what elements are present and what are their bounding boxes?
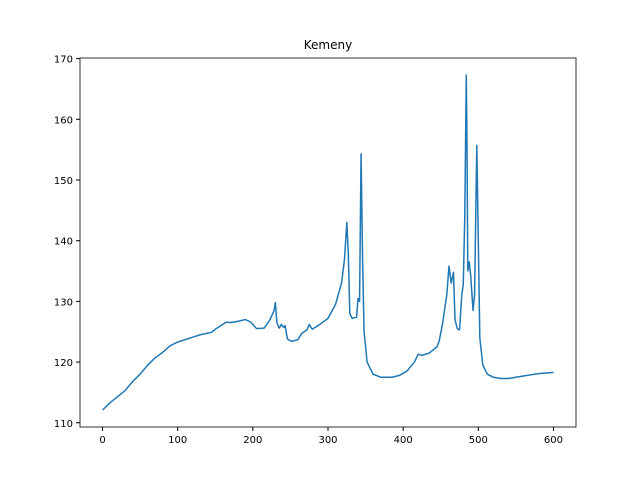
x-tick-label: 200 [243, 435, 262, 446]
y-tick-label: 170 [54, 55, 73, 66]
x-tick-label: 400 [394, 435, 413, 446]
data-line [102, 74, 554, 411]
chart-title: Kemeny [304, 38, 352, 52]
y-tick-label: 150 [54, 176, 73, 187]
y-tick-label: 160 [54, 115, 73, 126]
x-tick-label: 300 [318, 435, 337, 446]
x-tick-label: 500 [469, 435, 488, 446]
plot-frame [79, 57, 577, 428]
y-tick-label: 120 [54, 358, 73, 369]
x-tick-label: 600 [544, 435, 563, 446]
y-tick-label: 140 [54, 237, 73, 248]
y-tick-label: 130 [54, 297, 73, 308]
y-tick-label: 110 [54, 419, 73, 430]
x-tick-label: 0 [99, 435, 105, 446]
x-tick-label: 100 [168, 435, 187, 446]
